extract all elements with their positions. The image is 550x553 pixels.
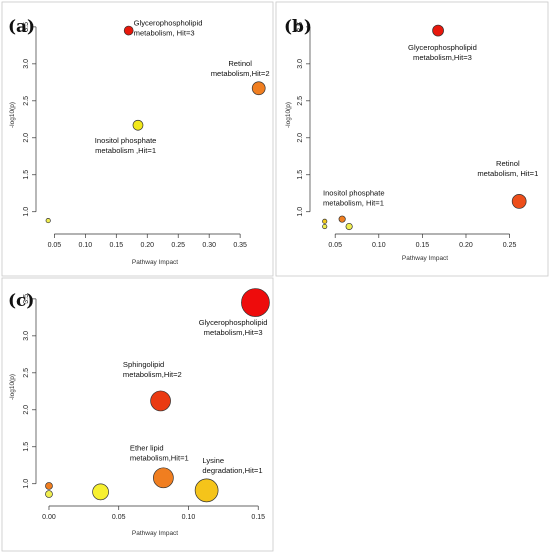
panel-a-y-tick-label: 2.5 xyxy=(23,96,30,106)
panel-c-y-tick-label: 1.0 xyxy=(23,479,30,489)
panel-c-point xyxy=(153,467,174,489)
chart-panels: 0.05 0.10 0.15 0.20 0.25 0.30 0.35 1.0 1.5 2.0 2.5… xyxy=(8,17,538,537)
panel-b-y-tick-label: 2.5 xyxy=(297,96,304,106)
panel-c-y-tick-label: 2.5 xyxy=(23,368,30,378)
panel-a-y-axis-title: -log10(p) xyxy=(9,102,16,128)
panel-c-y-tick-label: 1.5 xyxy=(23,442,30,452)
panel-b-y-tick-label: 3.0 xyxy=(297,59,304,69)
panel-a-x-axis-title: Pathway Impact xyxy=(132,259,178,266)
panel-b-annotation: Inositol phosphate metabolism, Hit=1 xyxy=(323,188,385,207)
panel-a-frame xyxy=(1,1,274,277)
panel-c-point xyxy=(45,482,53,490)
panel-b-x-tick-label: 0.10 xyxy=(372,242,386,249)
panel-c-point xyxy=(194,478,219,503)
panel-a-y-tick-label: 3.5 xyxy=(23,22,30,32)
panel-a-annotation: Inositol phosphate metabolism ,Hit=1 xyxy=(95,136,157,155)
panel-a-y-tick-label: 1.0 xyxy=(23,207,30,217)
panel-c-annotation: Glycerophospholipid metabolism,Hit=3 xyxy=(199,318,268,337)
panel-b-y-axis-title: -log10(p) xyxy=(285,102,292,128)
panel-b-x-tick-label: 0.25 xyxy=(503,242,517,249)
panel-b-frame xyxy=(275,1,549,277)
panel-a-point xyxy=(45,218,51,224)
panel-c-annotation: Lysine degradation,Hit=1 xyxy=(202,456,262,475)
panel-c-x-tick-label: 0.15 xyxy=(251,514,265,521)
panel-b-annotation: Glycerophospholipid metabolism,Hit=3 xyxy=(408,43,477,62)
panel-a-y-tick-label: 3.0 xyxy=(23,59,30,69)
panel-b-y-tick-label: 2.0 xyxy=(297,133,304,143)
panel-a-point xyxy=(123,25,134,36)
panel-a-x-tick-label: 0.35 xyxy=(233,242,247,249)
panel-c-point xyxy=(92,483,109,501)
panel-b-label: (b) xyxy=(284,17,312,37)
panel-c-annotation: Sphingolipid metabolism,Hit=2 xyxy=(123,360,182,379)
panel-b-x-tick-label: 0.15 xyxy=(416,242,430,249)
panel-c: 0.00 0.05 0.10 0.15 1.0 1.5 2.0 2.5 3.0 3.5 Pathwa… xyxy=(8,288,270,537)
panel-a-y-tick-label: 2.0 xyxy=(23,133,30,143)
panel-b-point xyxy=(511,194,527,209)
panel-b-point xyxy=(432,24,444,37)
panel-c-frame xyxy=(1,277,274,552)
panel-a-annotation: Glycerophospholipid metabolism, Hit=3 xyxy=(134,18,203,37)
panel-b-y-tick-label: 1.0 xyxy=(297,207,304,217)
panel-b-annotation: Retinol metabolism, Hit=1 xyxy=(477,159,538,178)
panel-c-point xyxy=(45,490,53,498)
panel-c-label: (c) xyxy=(8,291,34,311)
panel-c-y-tick-label: 3.0 xyxy=(23,331,30,341)
panel-c-y-axis-title: -log10(p) xyxy=(9,374,16,400)
panel-b-x-tick-label: 0.20 xyxy=(459,242,473,249)
panel-a-x-tick-label: 0.25 xyxy=(171,242,185,249)
panel-c-point xyxy=(241,288,270,317)
panel-a-x-tick-label: 0.15 xyxy=(109,242,123,249)
panel-b-point xyxy=(322,218,328,224)
panel-c-y-tick-label: 3.5 xyxy=(23,294,30,304)
panel-a-x-tick-label: 0.30 xyxy=(202,242,216,249)
panel-b-point xyxy=(338,215,346,223)
panel-b-point xyxy=(322,223,328,230)
panel-b-x-axis-title: Pathway Impact xyxy=(402,255,448,262)
panel-a-x-tick-label: 0.10 xyxy=(79,242,93,249)
panel-a-point xyxy=(251,81,266,96)
panel-a-x-tick-label: 0.05 xyxy=(48,242,62,249)
panel-b: 0.05 0.10 0.15 0.20 0.25 1.0 1.5 2.0 2.5 3.0 3.5 Pa… xyxy=(284,17,538,262)
panel-b-point xyxy=(345,222,353,231)
panel-a-point xyxy=(132,119,144,131)
panel-a-y-tick-label: 1.5 xyxy=(23,170,30,180)
panel-b-y-tick-label: 3.5 xyxy=(297,22,304,32)
panel-c-x-tick-label: 0.10 xyxy=(182,514,196,521)
panel-a-annotation: Retinol metabolism,Hit=2 xyxy=(211,59,270,78)
panel-a-label: (a) xyxy=(8,17,35,37)
panel-a: 0.05 0.10 0.15 0.20 0.25 0.30 0.35 1.0 1.5 2.0 2.5… xyxy=(8,17,270,266)
panel-a-x-tick-label: 0.20 xyxy=(140,242,154,249)
panel-b-y-tick-label: 1.5 xyxy=(297,170,304,180)
panel-c-x-axis-title: Pathway Impact xyxy=(132,530,178,537)
panel-c-point xyxy=(150,390,171,412)
panel-c-x-tick-label: 0.00 xyxy=(42,514,56,521)
panel-b-x-tick-label: 0.05 xyxy=(328,242,342,249)
panel-c-x-tick-label: 0.05 xyxy=(112,514,126,521)
panel-c-annotation: Ether lipid metabolism,Hit=1 xyxy=(130,443,189,462)
panel-c-y-tick-label: 2.0 xyxy=(23,405,30,415)
